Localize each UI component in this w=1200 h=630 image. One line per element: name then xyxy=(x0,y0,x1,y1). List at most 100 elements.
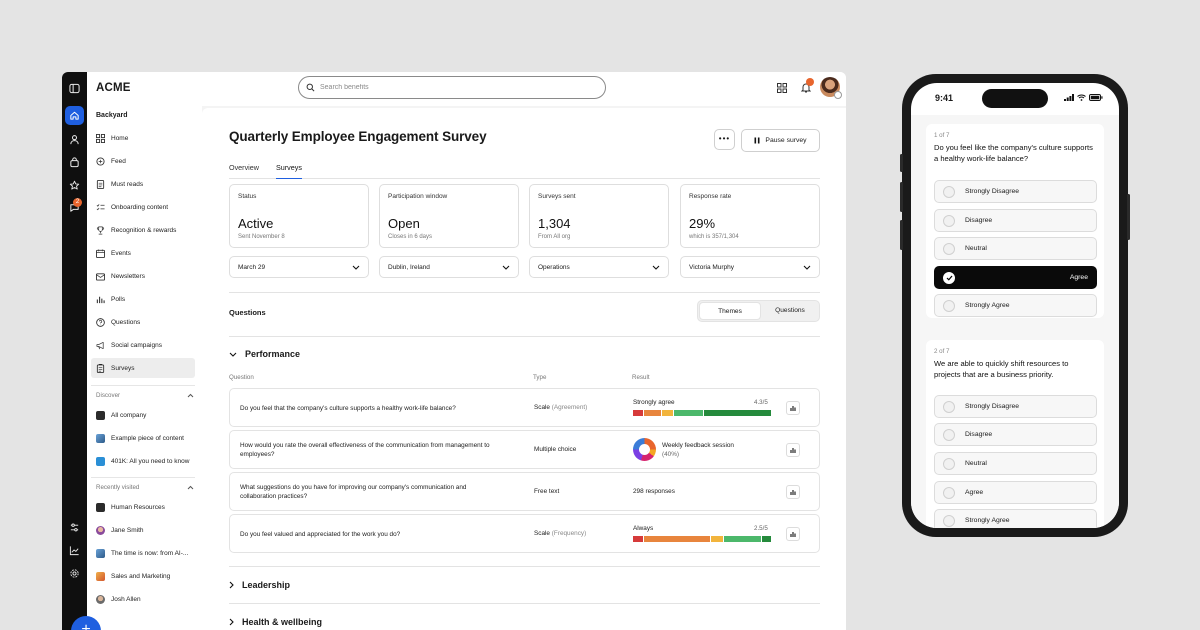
sidebar-item-recognition[interactable]: Recognition & rewards xyxy=(91,220,195,240)
radio-button[interactable] xyxy=(943,486,955,499)
table-row[interactable]: What suggestions do you have for improvi… xyxy=(229,472,820,511)
recent-item-sales-marketing[interactable]: Sales and Marketing xyxy=(91,566,195,586)
sidebar-item-label: Onboarding content xyxy=(111,203,169,211)
newsletter-icon xyxy=(96,272,105,281)
person-icon[interactable] xyxy=(67,132,82,147)
answer-option[interactable]: Strongly Agree xyxy=(934,509,1097,528)
app-logo[interactable]: ACME xyxy=(96,82,131,94)
chevron-up-icon[interactable] xyxy=(187,485,194,490)
chevron-up-icon[interactable] xyxy=(187,393,194,398)
date-filter-select[interactable]: March 29 xyxy=(229,256,369,278)
bag-icon[interactable] xyxy=(67,155,82,170)
answer-option[interactable]: Strongly Disagree xyxy=(934,180,1097,203)
sidebar-item-feed[interactable]: Feed xyxy=(91,151,195,171)
sidebar-item-social-campaigns[interactable]: Social campaigns xyxy=(91,335,195,355)
group-leadership[interactable]: Leadership xyxy=(229,580,290,590)
type-label: Scale xyxy=(534,530,550,537)
answer-option-selected[interactable]: Agree xyxy=(934,266,1097,289)
sidebar-item-newsletters[interactable]: Newsletters xyxy=(91,266,195,286)
sliders-icon[interactable] xyxy=(67,520,82,535)
answer-option[interactable]: Agree xyxy=(934,481,1097,504)
settings-gear-icon[interactable] xyxy=(67,566,82,581)
recent-item-human-resources[interactable]: Human Resources xyxy=(91,497,195,517)
apps-grid-icon[interactable] xyxy=(776,82,787,93)
desktop-window: 2 ACME Backyard xyxy=(62,72,846,630)
chevron-down-icon xyxy=(652,265,660,270)
radio-button[interactable] xyxy=(943,214,955,227)
group-health-wellbeing[interactable]: Health & wellbeing xyxy=(229,617,322,627)
manager-filter-select[interactable]: Victoria Murphy xyxy=(680,256,820,278)
sidebar-item-polls[interactable]: Polls xyxy=(91,289,195,309)
view-toggle-themes[interactable]: Themes xyxy=(699,302,761,320)
radio-button-checked[interactable] xyxy=(943,271,955,284)
survey-question-card: 1 of 7 Do you feel like the company's cu… xyxy=(926,124,1104,318)
cellular-signal-icon xyxy=(1064,94,1074,101)
home-icon[interactable] xyxy=(65,106,84,125)
sidebar-item-questions[interactable]: Questions xyxy=(91,312,195,332)
notifications-bell-icon[interactable] xyxy=(800,78,814,93)
question-text: What suggestions do you have for improvi… xyxy=(240,484,467,500)
answer-option[interactable]: Disagree xyxy=(934,209,1097,232)
group-performance[interactable]: Performance xyxy=(229,349,300,359)
recent-section-header[interactable]: Recently visited xyxy=(96,484,194,491)
survey-form: 1 of 7 Do you feel like the company's cu… xyxy=(911,115,1119,528)
more-options-button[interactable]: ••• xyxy=(714,129,735,150)
department-filter-select[interactable]: Operations xyxy=(529,256,669,278)
content-thumbnail xyxy=(96,571,105,581)
answer-option[interactable]: Strongly Agree xyxy=(934,294,1097,317)
sidebar-item-must-reads[interactable]: Must reads xyxy=(91,174,195,194)
tab-overview[interactable]: Overview xyxy=(229,163,259,172)
table-row[interactable]: Do you feel valued and appreciated for t… xyxy=(229,514,820,553)
tab-surveys[interactable]: Surveys xyxy=(276,162,302,179)
sidebar-item-events[interactable]: Events xyxy=(91,243,195,263)
survey-icon xyxy=(96,363,105,373)
answer-option[interactable]: Neutral xyxy=(934,452,1097,475)
sidebar-item-onboarding[interactable]: Onboarding content xyxy=(91,197,195,217)
sidebar-item-label: Events xyxy=(111,249,131,257)
recent-item-time-is-now[interactable]: The time is now: from AI-... xyxy=(91,543,195,563)
radio-button[interactable] xyxy=(943,457,955,470)
discover-item-401k[interactable]: 401K: All you need to know xyxy=(91,451,195,471)
radio-button[interactable] xyxy=(943,428,955,441)
panel-toggle-icon[interactable] xyxy=(67,81,82,96)
answer-option[interactable]: Disagree xyxy=(934,423,1097,446)
view-results-button[interactable] xyxy=(786,401,800,415)
radio-button[interactable] xyxy=(943,299,955,312)
discover-item-all-company[interactable]: All company xyxy=(91,405,195,425)
answer-label: Strongly Agree xyxy=(965,517,1010,524)
bar-segment xyxy=(633,410,643,416)
discover-item-example-content[interactable]: Example piece of content xyxy=(91,428,195,448)
view-results-button[interactable] xyxy=(786,443,800,457)
view-results-button[interactable] xyxy=(786,527,800,541)
sidebar-item-home[interactable]: Home xyxy=(91,128,195,148)
stat-card-status: Status Active Sent November 8 xyxy=(229,184,369,248)
answer-option[interactable]: Neutral xyxy=(934,237,1097,260)
recent-item-label: Human Resources xyxy=(111,503,165,511)
radio-button[interactable] xyxy=(943,242,955,255)
search-bar[interactable] xyxy=(298,76,606,99)
discover-section-header[interactable]: Discover xyxy=(96,392,194,399)
recent-item-josh-allen[interactable]: Josh Allen xyxy=(91,589,195,609)
result-option: Weekly feedback session xyxy=(662,442,734,449)
create-fab-button[interactable]: + xyxy=(71,616,101,630)
recent-item-jane-smith[interactable]: Jane Smith xyxy=(91,520,195,540)
radio-button[interactable] xyxy=(943,185,955,198)
person-avatar xyxy=(96,594,105,604)
star-icon[interactable] xyxy=(67,178,82,193)
location-filter-select[interactable]: Dublin, Ireland xyxy=(379,256,519,278)
table-row[interactable]: How would you rate the overall effective… xyxy=(229,430,820,469)
search-input[interactable] xyxy=(320,84,580,91)
stat-subtext: Closes in 6 days xyxy=(388,234,433,240)
radio-button[interactable] xyxy=(943,514,955,527)
analytics-icon[interactable] xyxy=(67,543,82,558)
radio-button[interactable] xyxy=(943,400,955,413)
sidebar-item-surveys[interactable]: Surveys xyxy=(91,358,195,378)
user-avatar[interactable] xyxy=(820,77,842,99)
sidebar-divider xyxy=(91,385,195,386)
view-results-button[interactable] xyxy=(786,485,800,499)
answer-option[interactable]: Strongly Disagree xyxy=(934,395,1097,418)
view-toggle-questions[interactable]: Questions xyxy=(775,307,805,314)
sidebar-item-label: Newsletters xyxy=(111,272,145,280)
table-row[interactable]: Do you feel that the company's culture s… xyxy=(229,388,820,427)
pause-survey-button[interactable]: Pause survey xyxy=(741,129,820,152)
